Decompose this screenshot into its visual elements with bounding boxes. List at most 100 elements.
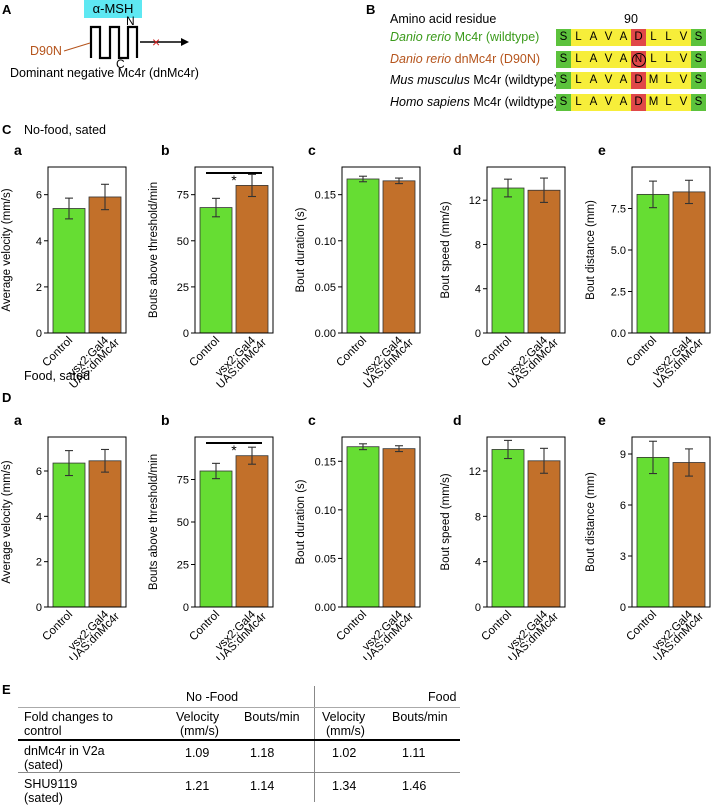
y-tick-label: 50	[177, 236, 189, 248]
residue-cell: A	[586, 29, 601, 46]
y-tick-label: 75	[177, 475, 189, 487]
y-tick-label: 0.05	[315, 553, 336, 565]
y-tick-label: 0	[36, 602, 42, 614]
species-label: Mus musculus Mc4r (wildtype)	[390, 73, 558, 87]
y-tick-label: 4	[475, 557, 481, 569]
plot-frame	[631, 166, 711, 334]
y-tick-label: 0.00	[315, 328, 336, 340]
plot-frame	[194, 166, 274, 334]
dnmc4r-bar	[88, 196, 122, 334]
panel-a-letter: A	[2, 2, 12, 17]
y-axis-label: Average velocity (mm/s)	[1, 460, 13, 583]
row1-label-line2: (sated)	[24, 758, 63, 772]
significance-star: *	[231, 172, 237, 188]
residue-cell: N	[631, 51, 646, 68]
plot-frame	[47, 436, 127, 608]
significance-star: *	[231, 442, 237, 458]
y-tick-label: 0	[183, 328, 189, 340]
row2-f-velocity: 1.34	[332, 779, 357, 793]
species-description: dnMc4r (D90N)	[451, 52, 541, 66]
y-tick-label: 8	[475, 239, 481, 251]
residue-cell: V	[676, 72, 691, 89]
control-bar	[199, 207, 233, 334]
y-tick-label: 2	[36, 282, 42, 294]
y-tick-label: 9	[620, 449, 626, 461]
receptor-transmembrane-path	[89, 25, 139, 60]
group-divider	[314, 686, 315, 802]
plot-frame	[341, 166, 421, 334]
mutation-pointer	[63, 42, 91, 52]
species-label: Danio rerio dnMc4r (D90N)	[390, 52, 540, 66]
receptor-diagram: ×	[63, 25, 189, 60]
subpanel-letter: e	[598, 412, 606, 428]
residue-cell: L	[661, 51, 676, 68]
y-tick-label: 6	[36, 190, 42, 202]
y-axis-label: Average velocity (mm/s)	[1, 188, 13, 311]
f-bouts-header: Bouts/min	[392, 710, 448, 724]
control-bar	[52, 462, 86, 608]
subpanel-letter: e	[598, 142, 606, 158]
residue-cell: L	[571, 94, 586, 111]
y-tick-label: 5.0	[611, 245, 626, 257]
residue-cell: L	[646, 51, 661, 68]
residue-cell: D	[631, 94, 646, 111]
subpanel-letter: b	[161, 142, 170, 158]
row1-f-velocity: 1.02	[332, 746, 357, 760]
blocked-cross-icon: ×	[152, 34, 160, 50]
panel-c-letter: C	[2, 122, 12, 137]
row2-nf-velocity: 1.21	[185, 779, 210, 793]
control-bar	[491, 187, 525, 334]
species-description: Mc4r (wildtype)	[451, 30, 540, 44]
residue-cell: V	[601, 72, 616, 89]
residue-number: 90	[624, 12, 638, 26]
dnmc4r-bar	[88, 460, 122, 608]
plot-frame	[47, 166, 127, 334]
residue-cell: S	[691, 94, 706, 111]
residue-cell: V	[601, 94, 616, 111]
row1-f-bouts: 1.11	[402, 746, 426, 760]
plot-frame	[486, 436, 566, 608]
y-tick-label: 0.00	[315, 602, 336, 614]
y-tick-label: 12	[469, 195, 481, 207]
row1-nf-bouts: 1.18	[250, 746, 275, 760]
y-tick-label: 12	[469, 466, 481, 478]
y-tick-label: 0.10	[315, 505, 336, 517]
residue-cell: A	[616, 29, 631, 46]
x-tick-label-control: Control	[479, 609, 514, 644]
y-axis-label: Bouts above threshold/min	[148, 454, 160, 590]
residue-cell: M	[646, 72, 661, 89]
residue-cell: S	[556, 29, 571, 46]
residue-cell: A	[616, 51, 631, 68]
dnmc4r-bar	[672, 191, 706, 334]
residue-cell: A	[586, 72, 601, 89]
x-tick-label-control: Control	[334, 335, 369, 370]
y-tick-label: 0	[475, 602, 481, 614]
dnmc4r-bar	[527, 460, 561, 608]
residue-cell: D	[631, 29, 646, 46]
y-tick-label: 3	[620, 551, 626, 563]
residue-header: Amino acid residue	[390, 12, 497, 26]
residue-cell: L	[571, 51, 586, 68]
dnmc4r-bar	[672, 462, 706, 608]
species-name: Danio rerio	[390, 52, 452, 66]
y-axis-label: Bout duration (s)	[295, 207, 307, 292]
x-tick-label-control: Control	[334, 609, 369, 644]
dnmc4r-bar	[382, 448, 416, 608]
residue-cell: S	[556, 72, 571, 89]
alpha-msh-label: α-MSH	[84, 0, 142, 18]
residue-cell: V	[676, 29, 691, 46]
nf-bouts-header: Bouts/min	[244, 710, 300, 724]
y-axis-label: Bouts above threshold/min	[148, 182, 160, 318]
dnmc4r-bar	[235, 185, 269, 334]
table-header-rule	[18, 739, 460, 741]
x-tick-label-control: Control	[479, 335, 514, 370]
row2-label-line2: (sated)	[24, 791, 63, 805]
control-bar	[346, 446, 380, 608]
f-velocity-header-2: (mm/s)	[326, 724, 365, 738]
header-label-line2: control	[24, 724, 62, 738]
y-tick-label: 8	[475, 511, 481, 523]
y-tick-label: 0.05	[315, 282, 336, 294]
plot-frame	[631, 436, 711, 608]
x-tick-label-control: Control	[624, 609, 659, 644]
n-terminus-label: N	[126, 14, 135, 28]
